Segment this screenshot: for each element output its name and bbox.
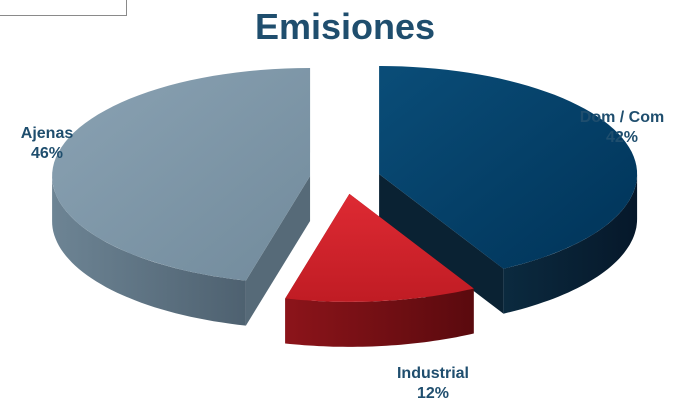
pie-slice-side-0 bbox=[379, 174, 638, 314]
pie-slice-dom-com bbox=[379, 66, 638, 269]
pie-label-1: Industrial bbox=[397, 365, 469, 382]
pie-slice-ajenas bbox=[52, 68, 311, 281]
pie-percent-label-2: 46% bbox=[31, 145, 63, 162]
pie-percent-label-0: 42% bbox=[606, 129, 638, 146]
chart-title: Emisiones bbox=[254, 6, 436, 47]
pie-label-2: Ajenas bbox=[21, 125, 74, 142]
pie-slice-side-2 bbox=[52, 175, 311, 326]
pie-slice-wall-2-0 bbox=[245, 175, 311, 326]
pie-percent-label-1: 12% bbox=[417, 385, 449, 402]
pie-label-0: Dom / Com bbox=[580, 109, 664, 126]
pie-slice-rim-0 bbox=[503, 174, 638, 314]
pie-slice-rim-1 bbox=[285, 288, 474, 347]
corner-frame bbox=[0, 0, 127, 16]
pie-slice-wall-0-1 bbox=[379, 174, 504, 314]
pie-slice-rim-2 bbox=[52, 176, 246, 326]
pie-slice-industrial bbox=[285, 193, 474, 302]
